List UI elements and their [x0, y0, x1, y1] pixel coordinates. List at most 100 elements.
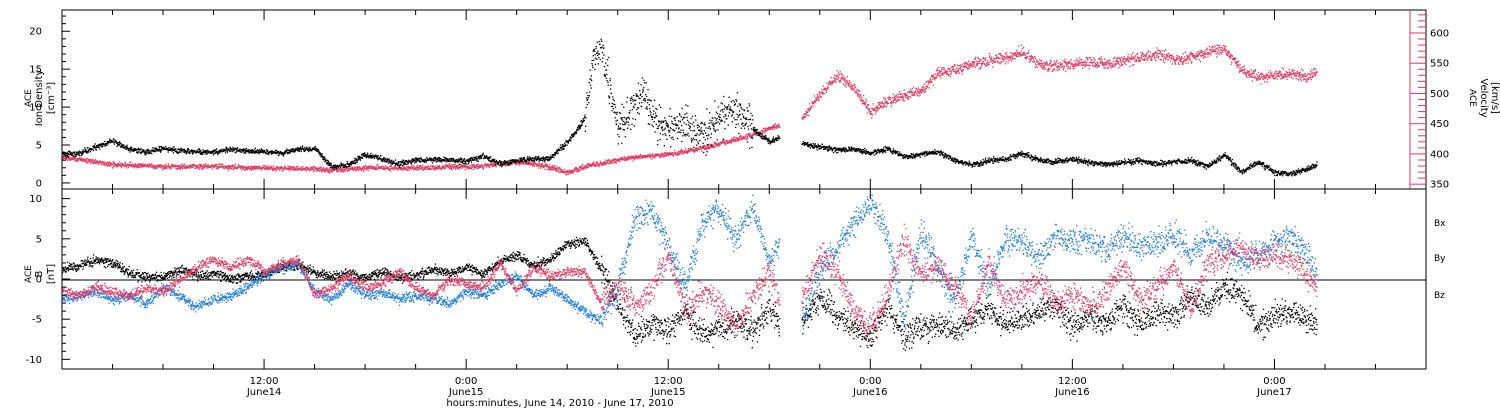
- data-point: [860, 98, 862, 100]
- data-point: [107, 143, 109, 145]
- data-point: [638, 155, 640, 157]
- data-point: [1316, 72, 1318, 74]
- data-point: [1010, 60, 1012, 62]
- data-point: [1266, 73, 1268, 75]
- data-point: [96, 160, 98, 162]
- data-point: [1195, 54, 1197, 56]
- data-point: [820, 96, 822, 98]
- data-point: [346, 167, 349, 169]
- data-point: [84, 161, 86, 163]
- data-point: [540, 167, 542, 169]
- data-point: [1103, 67, 1105, 69]
- data-point: [324, 171, 327, 173]
- data-point: [954, 69, 956, 71]
- data-point: [1100, 62, 1102, 64]
- data-point: [910, 91, 912, 94]
- data-point: [1090, 59, 1092, 61]
- data-point: [1108, 62, 1111, 65]
- data-point: [123, 165, 125, 167]
- data-point: [554, 165, 556, 167]
- data-point: [374, 168, 377, 171]
- data-point: [543, 166, 546, 168]
- data-point: [1068, 67, 1070, 69]
- data-point: [888, 98, 890, 100]
- data-point: [110, 165, 112, 167]
- data-point: [369, 165, 371, 167]
- data-point: [1248, 70, 1251, 72]
- data-point: [1203, 56, 1205, 58]
- data-point: [488, 165, 490, 167]
- data-point: [819, 92, 821, 95]
- data-point: [219, 152, 221, 154]
- data-point: [138, 163, 140, 165]
- data-point: [1183, 60, 1186, 62]
- data-point: [610, 162, 612, 164]
- data-point: [89, 159, 91, 161]
- data-point: [733, 136, 735, 139]
- data-point: [128, 164, 130, 166]
- data-point: [873, 109, 875, 111]
- data-point: [243, 168, 246, 171]
- data-point: [736, 137, 738, 139]
- data-point: [1070, 63, 1073, 65]
- data-point: [167, 151, 169, 153]
- data-point: [1047, 67, 1050, 70]
- data-point: [100, 164, 102, 166]
- data-point: [375, 166, 377, 168]
- data-point: [749, 133, 751, 135]
- data-point: [814, 102, 816, 104]
- data-point: [126, 144, 128, 146]
- data-point: [297, 169, 299, 171]
- data-point: [606, 161, 609, 164]
- data-point: [761, 132, 764, 134]
- data-point: [808, 110, 810, 112]
- data-point: [125, 164, 127, 166]
- data-point: [846, 80, 848, 82]
- data-point: [1026, 56, 1028, 59]
- data-point: [619, 159, 621, 161]
- data-point: [322, 169, 324, 171]
- data-point: [665, 155, 667, 157]
- data-point: [1041, 63, 1044, 66]
- data-point: [287, 165, 289, 167]
- data-point: [323, 169, 325, 171]
- data-point: [542, 165, 544, 167]
- data-point: [127, 166, 130, 169]
- data-point: [326, 167, 328, 169]
- data-point: [264, 165, 266, 167]
- data-point: [608, 163, 611, 165]
- data-point: [253, 168, 255, 170]
- data-point: [297, 166, 299, 168]
- data-point: [322, 168, 324, 170]
- data-point: [353, 166, 355, 168]
- data-point: [133, 164, 135, 166]
- data-point: [1104, 63, 1106, 65]
- data-point: [148, 163, 150, 165]
- data-point: [1118, 61, 1120, 63]
- data-point: [246, 166, 248, 168]
- data-point: [449, 167, 451, 170]
- data-point: [387, 167, 389, 169]
- data-point: [680, 152, 682, 155]
- data-point: [197, 165, 199, 168]
- data-point: [1003, 58, 1005, 61]
- data-point: [906, 96, 908, 98]
- data-point: [90, 163, 92, 165]
- data-point: [379, 167, 382, 169]
- data-point: [137, 152, 139, 154]
- data-point: [259, 165, 261, 168]
- data-point: [248, 165, 250, 167]
- data-point: [982, 57, 985, 59]
- data-point: [684, 151, 686, 153]
- data-point: [599, 163, 601, 166]
- data-point: [544, 168, 546, 170]
- data-point: [957, 70, 959, 72]
- data-point: [1114, 60, 1117, 62]
- data-point: [455, 166, 457, 169]
- data-point: [623, 159, 625, 161]
- data-point: [357, 166, 359, 168]
- data-point: [552, 166, 554, 169]
- data-point: [1116, 59, 1118, 62]
- data-point: [1102, 63, 1105, 65]
- data-point: [202, 149, 204, 151]
